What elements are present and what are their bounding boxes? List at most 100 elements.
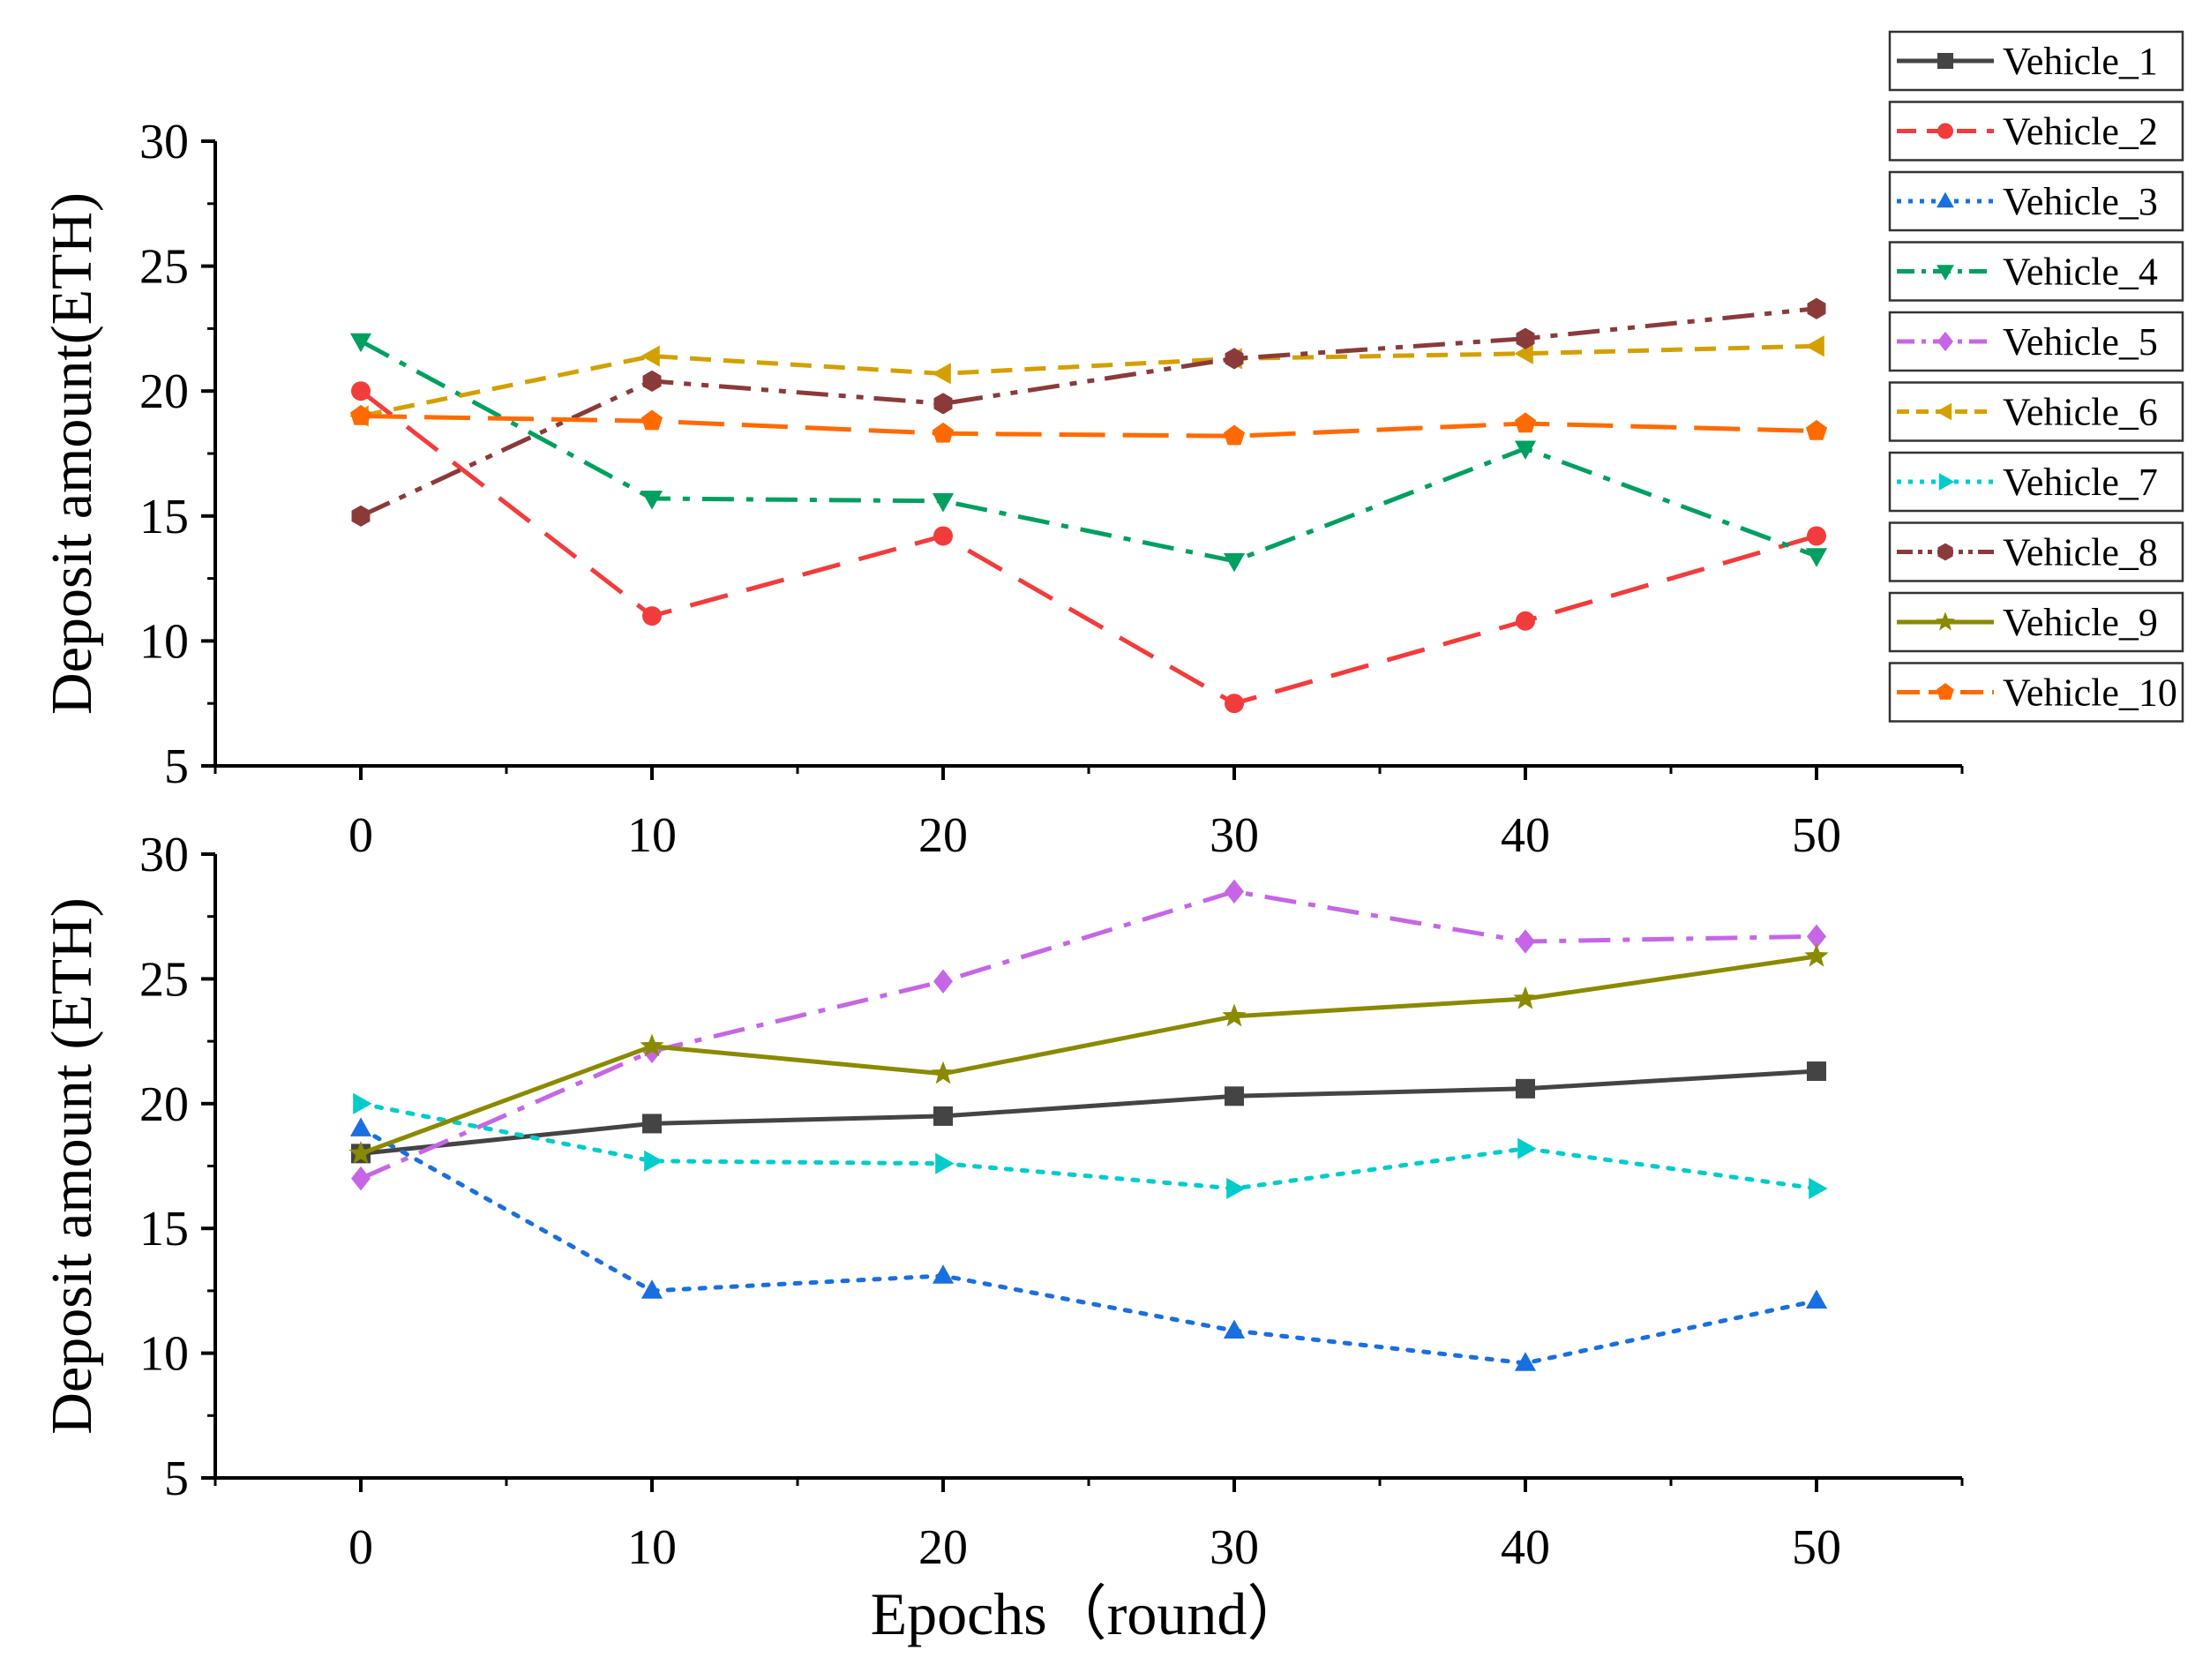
data-point bbox=[353, 1092, 372, 1114]
data-point bbox=[932, 422, 955, 443]
data-point bbox=[640, 1033, 664, 1057]
y-tick-label: 5 bbox=[164, 739, 189, 794]
data-point bbox=[1805, 419, 1828, 440]
x-tick-label: 10 bbox=[627, 808, 677, 863]
series-vehicle-8 bbox=[351, 297, 1826, 527]
y-tick-label: 15 bbox=[139, 490, 189, 544]
bottom-panel: 5 10 15 20 25 30 0 10 20 30 40 50 Deposit amount (ET… bbox=[40, 828, 1964, 1647]
data-point bbox=[1804, 943, 1829, 967]
y-tick-label: 25 bbox=[139, 240, 189, 295]
legend-label: Vehicle_1 bbox=[2003, 40, 2158, 83]
series-vehicle-5 bbox=[351, 879, 1826, 1191]
legend-marker bbox=[1937, 123, 1953, 139]
data-point bbox=[1514, 412, 1537, 433]
data-point bbox=[1223, 552, 1246, 573]
legend-marker bbox=[1937, 53, 1953, 69]
data-point bbox=[1516, 611, 1535, 631]
y-tick-label: 5 bbox=[164, 1451, 189, 1506]
data-point bbox=[644, 1150, 663, 1172]
x-tick-label: 0 bbox=[348, 808, 373, 863]
series-line bbox=[360, 1069, 1817, 1156]
legend-marker bbox=[1937, 265, 1954, 281]
data-point bbox=[933, 969, 953, 994]
data-point bbox=[1807, 1061, 1826, 1082]
legend-marker bbox=[1935, 611, 1956, 631]
legend-entry-vehicle-8: Vehicle_8 bbox=[1888, 521, 2184, 582]
legend-marker bbox=[1937, 191, 1954, 208]
data-point bbox=[351, 381, 371, 401]
legend-entry-vehicle-7: Vehicle_7 bbox=[1888, 451, 2184, 513]
data-point bbox=[1516, 929, 1535, 954]
data-point bbox=[1225, 879, 1244, 904]
data-point bbox=[1514, 1352, 1537, 1371]
legend-label: Vehicle_7 bbox=[2003, 461, 2158, 504]
series-vehicle-4 bbox=[349, 333, 1828, 573]
data-point bbox=[933, 526, 953, 546]
legend-label: Vehicle_10 bbox=[2003, 671, 2177, 715]
top-panel: 5 10 15 20 25 30 0 10 20 30 40 50 Deposit amount(ETH… bbox=[40, 115, 1964, 863]
series-line bbox=[358, 1101, 1819, 1191]
legend-entry-vehicle-4: Vehicle_4 bbox=[1888, 241, 2184, 302]
data-point bbox=[932, 493, 955, 513]
y-tick-label: 30 bbox=[139, 828, 189, 882]
legend-entry-vehicle-9: Vehicle_9 bbox=[1888, 591, 2184, 653]
y-tick-label: 25 bbox=[139, 952, 189, 1007]
data-point bbox=[349, 404, 372, 425]
legend-marker bbox=[1936, 402, 1952, 421]
series-vehicle-3 bbox=[349, 1117, 1828, 1371]
y-tick-label: 15 bbox=[139, 1202, 189, 1256]
x-tick-label: 40 bbox=[1501, 808, 1550, 863]
legend-marker bbox=[1938, 473, 1955, 491]
legend-marker bbox=[1937, 543, 1953, 561]
legend-entry-vehicle-2: Vehicle_2 bbox=[1888, 101, 2184, 161]
series-vehicle-6 bbox=[349, 335, 1824, 427]
legend-box bbox=[1888, 451, 2184, 513]
x-tick-label: 20 bbox=[918, 808, 968, 863]
data-point bbox=[1807, 297, 1826, 319]
x-tick-label: 20 bbox=[918, 1520, 968, 1575]
y-tick-label: 20 bbox=[139, 364, 189, 419]
data-point bbox=[1223, 424, 1246, 446]
series-line bbox=[360, 954, 1817, 1156]
data-point bbox=[932, 1264, 955, 1284]
data-point bbox=[933, 393, 953, 415]
legend-entry-vehicle-3: Vehicle_3 bbox=[1888, 170, 2184, 232]
y-tick-label: 10 bbox=[139, 614, 189, 669]
data-point bbox=[351, 505, 371, 527]
data-point bbox=[641, 491, 663, 510]
data-point bbox=[1516, 327, 1535, 349]
data-point bbox=[1222, 1003, 1247, 1027]
legend-entry-vehicle-10: Vehicle_10 bbox=[1888, 662, 2184, 723]
series-line bbox=[359, 306, 1817, 519]
data-point bbox=[1225, 1086, 1244, 1106]
legend-label: Vehicle_2 bbox=[2003, 110, 2158, 154]
series-line bbox=[359, 889, 1817, 1181]
series-vehicle-2 bbox=[351, 381, 1826, 714]
data-point bbox=[641, 409, 663, 431]
data-point bbox=[641, 345, 660, 367]
y-axis-title: Deposit amount (ETH) bbox=[40, 897, 104, 1435]
data-point bbox=[931, 1061, 955, 1084]
data-point bbox=[1225, 348, 1244, 370]
y-tick-label: 20 bbox=[139, 1077, 189, 1132]
legend-entry-vehicle-5: Vehicle_5 bbox=[1888, 311, 2184, 372]
series-line bbox=[360, 343, 1817, 418]
legend-entry-vehicle-1: Vehicle_1 bbox=[1888, 30, 2184, 92]
legend-label: Vehicle_5 bbox=[2003, 320, 2158, 364]
data-point bbox=[1516, 1078, 1535, 1099]
data-point bbox=[1514, 342, 1533, 364]
data-point bbox=[1513, 986, 1538, 1009]
data-point bbox=[1805, 548, 1828, 567]
x-tick-label: 30 bbox=[1210, 808, 1259, 863]
x-tick-label: 50 bbox=[1792, 1520, 1841, 1575]
series-vehicle-10 bbox=[349, 404, 1828, 446]
y-tick-label: 10 bbox=[139, 1327, 189, 1382]
legend-entry-vehicle-6: Vehicle_6 bbox=[1888, 381, 2184, 442]
data-point bbox=[1807, 526, 1826, 546]
data-point bbox=[1223, 1319, 1246, 1339]
data-point bbox=[1805, 335, 1824, 357]
data-point bbox=[642, 606, 662, 626]
legend-marker bbox=[1937, 331, 1953, 352]
